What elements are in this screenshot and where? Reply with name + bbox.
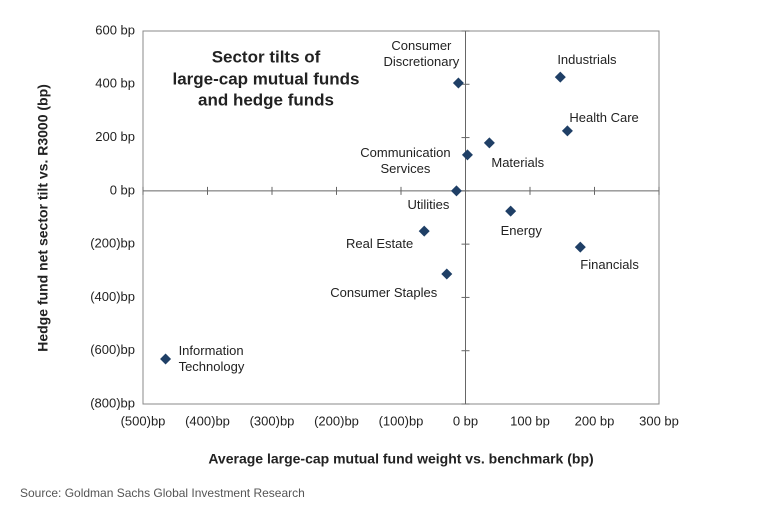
data-point xyxy=(561,125,573,137)
point-label: Communication Services xyxy=(360,144,451,176)
chart-title: Sector tilts of xyxy=(212,47,321,66)
x-tick-label: 0 bp xyxy=(453,413,478,428)
y-tick-label: 600 bp xyxy=(95,22,135,37)
y-tick-label: (200)bp xyxy=(90,236,135,251)
point-label: Real Estate xyxy=(346,236,414,252)
y-tick-label: 0 bp xyxy=(110,182,135,197)
data-point xyxy=(461,149,473,161)
data-point xyxy=(452,77,464,89)
point-label: Health Care xyxy=(569,109,639,125)
plot-frame xyxy=(142,30,660,405)
y-tick-label: 400 bp xyxy=(95,76,135,91)
data-point xyxy=(483,137,495,149)
data-point xyxy=(418,225,430,237)
data-point xyxy=(450,185,462,197)
point-label: Financials xyxy=(580,257,639,273)
source-note: Source: Goldman Sachs Global Investment … xyxy=(20,486,305,500)
y-tick-label: 200 bp xyxy=(95,129,135,144)
data-point xyxy=(554,71,566,83)
x-tick-label: (500)bp xyxy=(121,413,166,428)
x-tick-label: 200 bp xyxy=(575,413,615,428)
point-label: Utilities xyxy=(407,196,450,212)
data-point xyxy=(160,353,172,365)
x-axis-title: Average large-cap mutual fund weight vs.… xyxy=(208,451,593,467)
chart-title: and hedge funds xyxy=(198,90,334,109)
y-tick-label: (600)bp xyxy=(90,342,135,357)
x-tick-label: (400)bp xyxy=(185,413,230,428)
x-tick-label: 100 bp xyxy=(510,413,550,428)
x-tick-label: (200)bp xyxy=(314,413,359,428)
point-label: Energy xyxy=(500,223,542,239)
point-label: Materials xyxy=(491,154,545,170)
x-tick-label: (300)bp xyxy=(250,413,295,428)
point-label: Information Technology xyxy=(178,342,245,374)
point-label: Industrials xyxy=(557,52,617,68)
point-label: Consumer Staples xyxy=(330,284,438,300)
data-point xyxy=(441,268,453,280)
data-point xyxy=(505,205,517,217)
y-tick-label: (800)bp xyxy=(90,395,135,410)
y-axis-title: Hedge fund net sector tilt vs. R3000 (bp… xyxy=(35,84,51,352)
x-tick-label: (100)bp xyxy=(379,413,424,428)
data-point xyxy=(574,241,586,253)
chart-title: large-cap mutual funds xyxy=(172,69,359,88)
point-label: Consumer Discretionary xyxy=(383,37,460,69)
y-tick-label: (400)bp xyxy=(90,289,135,304)
x-tick-label: 300 bp xyxy=(639,413,679,428)
